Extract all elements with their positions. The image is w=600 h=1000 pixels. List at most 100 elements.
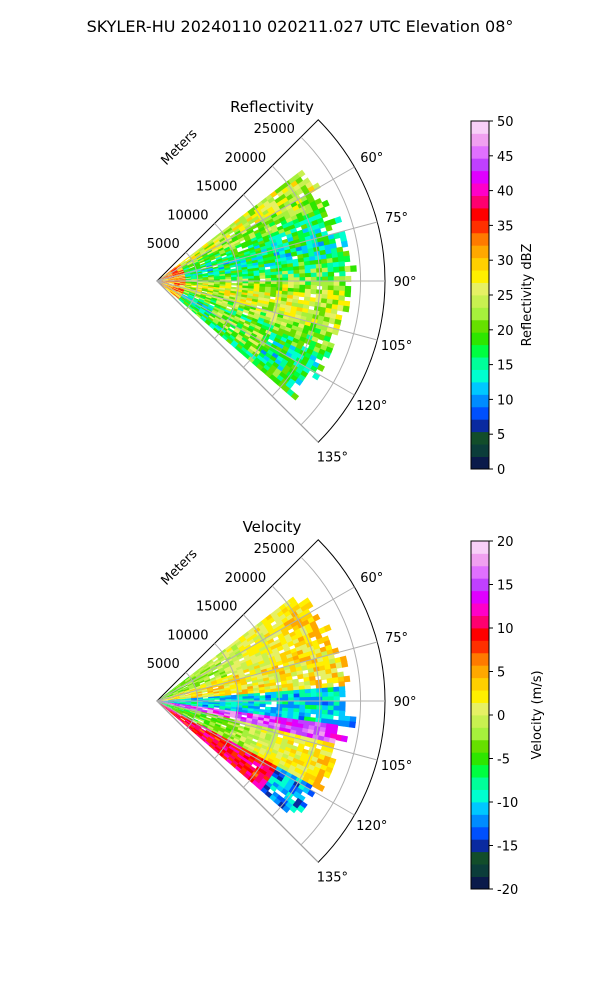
velocity-data-cell [174, 714, 180, 720]
velocity-data-cell [262, 741, 270, 748]
reflectivity-data-cell [276, 225, 285, 232]
velocity-data-cell [239, 659, 247, 665]
velocity-colorbar-swatch [471, 702, 489, 716]
reflectivity-data-cell [332, 299, 339, 306]
velocity-data-cell [287, 690, 295, 695]
velocity-data-cell [233, 648, 241, 654]
reflectivity-data-cell [278, 339, 287, 347]
reflectivity-data-cell [179, 275, 186, 278]
reflectivity-data-cell [198, 299, 205, 304]
reflectivity-colorbar-swatch [471, 158, 489, 172]
reflectivity-data-cell [218, 292, 225, 296]
reflectivity-data-cell [310, 272, 318, 278]
velocity-data-cell [238, 725, 245, 730]
reflectivity-data-cell [209, 322, 217, 329]
velocity-data-cell [182, 712, 189, 717]
reflectivity-data-cell [250, 343, 258, 350]
velocity-data-cell [190, 692, 197, 695]
reflectivity-data-cell [303, 260, 311, 267]
reflectivity-data-cell [182, 266, 189, 270]
reflectivity-data-cell [215, 301, 222, 306]
reflectivity-colorbar-swatch [471, 183, 489, 196]
velocity-colorbar-tick-label: 15 [497, 579, 514, 594]
velocity-data-cell [217, 717, 224, 721]
reflectivity-data-cell [200, 294, 207, 298]
reflectivity-colorbar-swatch [471, 382, 489, 395]
reflectivity-data-cell [172, 272, 179, 275]
reflectivity-data-cell [342, 250, 350, 258]
reflectivity-data-cell [265, 215, 273, 222]
reflectivity-data-cell [333, 285, 340, 292]
velocity-data-cell [309, 717, 317, 723]
reflectivity-data-cell [280, 349, 288, 356]
reflectivity-data-cell [204, 298, 212, 302]
velocity-data-cell [199, 668, 206, 674]
velocity-data-cell [174, 698, 181, 700]
reflectivity-data-cell [310, 264, 317, 270]
reflectivity-data-cell [201, 252, 208, 257]
reflectivity-data-cell [298, 292, 306, 298]
reflectivity-data-cell [193, 307, 199, 313]
reflectivity-data-cell [280, 336, 288, 344]
velocity-data-cell [265, 760, 273, 768]
velocity-data-cell [282, 707, 289, 712]
reflectivity-data-cell [259, 283, 266, 288]
velocity-data-cell [231, 655, 238, 661]
reflectivity-data-cell [185, 282, 192, 284]
velocity-data-cell [230, 690, 237, 694]
velocity-data-cell [233, 758, 241, 765]
reflectivity-data-cell [182, 293, 188, 298]
reflectivity-data-cell [216, 323, 224, 329]
velocity-data-cell [327, 709, 334, 716]
velocity-data-cell [321, 683, 328, 689]
reflectivity-data-cell [229, 296, 236, 301]
reflectivity-azimuth-gridline [156, 280, 378, 341]
reflectivity-data-cell [239, 349, 246, 356]
velocity-data-cell [167, 695, 174, 698]
velocity-data-cell [214, 660, 221, 666]
reflectivity-data-cell [166, 287, 172, 291]
reflectivity-data-cell [202, 242, 209, 248]
velocity-data-cell [247, 664, 255, 670]
velocity-colorbar-swatch [471, 826, 489, 840]
velocity-data-cell [170, 710, 177, 715]
velocity-data-cell [178, 690, 185, 694]
velocity-data-cell [182, 684, 188, 689]
reflectivity-data-cell [229, 221, 237, 228]
velocity-colorbar-tick-label: 10 [497, 622, 514, 637]
reflectivity-data-cell [183, 266, 190, 271]
reflectivity-data-cell [226, 303, 234, 309]
velocity-colorbar-swatch [471, 715, 489, 728]
velocity-data-cell [211, 666, 218, 672]
reflectivity-data-cell [286, 335, 295, 343]
reflectivity-data-cell [170, 290, 177, 295]
velocity-azimuth-tick-label: 105° [381, 759, 412, 774]
velocity-data-cell [233, 748, 240, 755]
velocity-data-cell [269, 752, 278, 759]
velocity-data-cell [166, 707, 172, 711]
velocity-colorbar-swatch [471, 565, 489, 579]
reflectivity-data-cell [282, 210, 290, 217]
reflectivity-data-cell [197, 256, 204, 261]
reflectivity-data-cell [203, 300, 211, 305]
velocity-data-cell [249, 630, 257, 637]
reflectivity-data-cell [281, 290, 289, 296]
reflectivity-data-cell [173, 285, 180, 289]
velocity-data-cell [280, 639, 288, 646]
reflectivity-data-cell [299, 288, 306, 294]
reflectivity-colorbar-swatch [471, 245, 489, 259]
velocity-data-cell [162, 701, 169, 703]
velocity-data-cell [325, 723, 333, 730]
reflectivity-data-cell [174, 295, 180, 300]
reflectivity-data-cell [211, 235, 218, 242]
velocity-data-cell [203, 720, 211, 725]
reflectivity-data-cell [271, 203, 280, 211]
reflectivity-data-cell [260, 218, 268, 225]
velocity-data-cell [259, 701, 266, 705]
reflectivity-data-cell [218, 264, 225, 269]
velocity-data-cell [217, 714, 225, 718]
velocity-data-cell [246, 735, 254, 741]
reflectivity-data-cell [180, 261, 187, 266]
reflectivity-data-cell [167, 272, 173, 276]
